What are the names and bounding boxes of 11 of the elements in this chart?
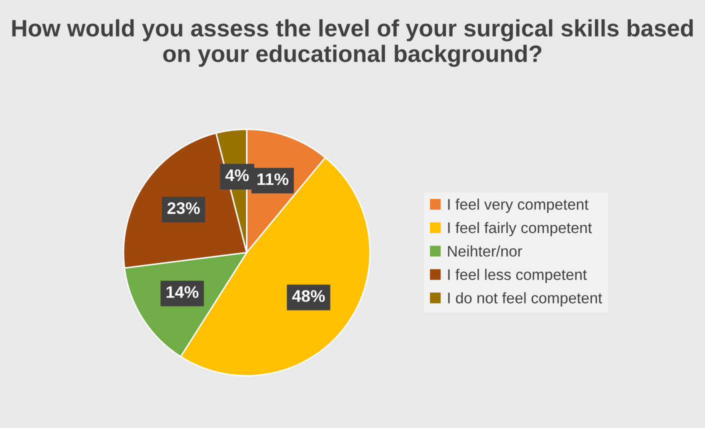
legend-label: I do not feel competent bbox=[448, 292, 602, 306]
chart-title: How would you assess the level of your surgical skills based on your educational background? bbox=[12, 19, 693, 67]
data-label: 23% bbox=[167, 202, 200, 214]
legend-label: I feel very competent bbox=[448, 198, 588, 213]
data-label: 4% bbox=[225, 169, 249, 182]
data-label: 14% bbox=[166, 286, 198, 298]
data-label: 11% bbox=[257, 173, 288, 186]
legend-label: I feel fairly competent bbox=[448, 222, 592, 236]
legend-label: Neihter/nor bbox=[448, 245, 522, 257]
data-label: 48% bbox=[292, 290, 325, 302]
legend-label: I feel less competent bbox=[448, 268, 587, 284]
